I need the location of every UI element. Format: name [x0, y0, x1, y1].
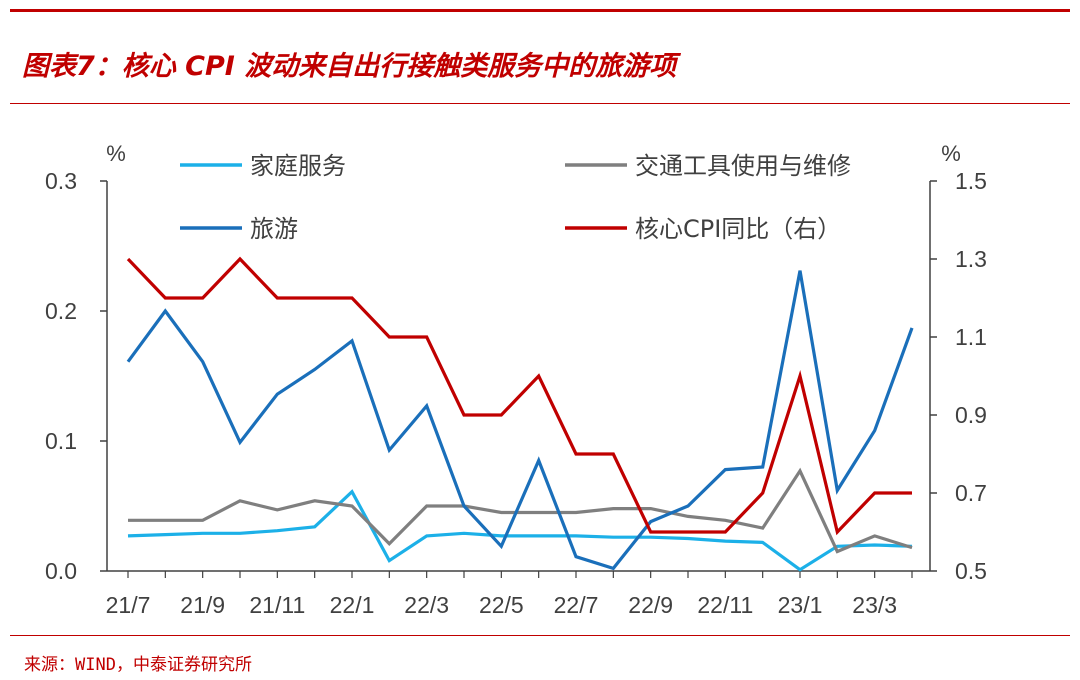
source-note: 来源：WIND，中泰证券研究所 — [24, 655, 252, 675]
right-tick-label: 1.3 — [955, 246, 987, 272]
top-accent-bar — [10, 9, 1070, 12]
legend-label-0: 家庭服务 — [250, 152, 346, 180]
legend-label-3: 核心CPI同比（右） — [635, 215, 841, 243]
chart-axes: 0.0 0.1 0.2 0.3 0.5 0.7 0.9 1.1 1.3 1.5% % 21/7 21/9… — [45, 141, 987, 618]
left-tick-label: 0.2 — [45, 298, 77, 324]
legend-label-2: 旅游 — [250, 215, 298, 243]
x-tick-label: 22/11 — [697, 592, 753, 618]
chart-lines — [126, 256, 914, 572]
series-line-3 — [126, 256, 912, 536]
x-tick-label: 22/9 — [628, 592, 673, 618]
left-tick-label: 0.0 — [45, 558, 77, 584]
x-tick-label: 22/7 — [554, 592, 599, 618]
footer-divider — [10, 635, 1070, 636]
right-tick-label: 0.9 — [955, 402, 987, 428]
right-axis-unit: % — [941, 141, 961, 166]
left-tick-label: 0.3 — [45, 168, 77, 194]
right-tick-label: 1.5 — [955, 168, 987, 194]
right-tick-label: 0.5 — [955, 558, 987, 584]
x-tick-label: 22/3 — [404, 592, 449, 618]
series-line-1 — [128, 467, 913, 554]
right-tick-label: 0.7 — [955, 480, 987, 506]
series-line-2 — [126, 270, 914, 571]
x-tick-label: 21/9 — [180, 592, 225, 618]
page-title: 图表7：核心 CPI 波动来自出行接触类服务中的旅游项 — [22, 51, 677, 82]
x-tick-label: 22/1 — [330, 592, 375, 618]
left-axis-unit: % — [106, 141, 126, 166]
series-line-0 — [127, 489, 913, 572]
x-tick-label: 21/7 — [106, 592, 151, 618]
title-divider — [10, 103, 1070, 104]
right-tick-label: 1.1 — [955, 324, 987, 350]
legend-label-1: 交通工具使用与维修 — [635, 152, 851, 180]
x-tick-label: 23/3 — [852, 592, 897, 618]
x-tick-label: 23/1 — [778, 592, 823, 618]
x-tick-label: 21/11 — [249, 592, 305, 618]
x-tick-label: 22/5 — [479, 592, 524, 618]
left-tick-label: 0.1 — [45, 428, 77, 454]
